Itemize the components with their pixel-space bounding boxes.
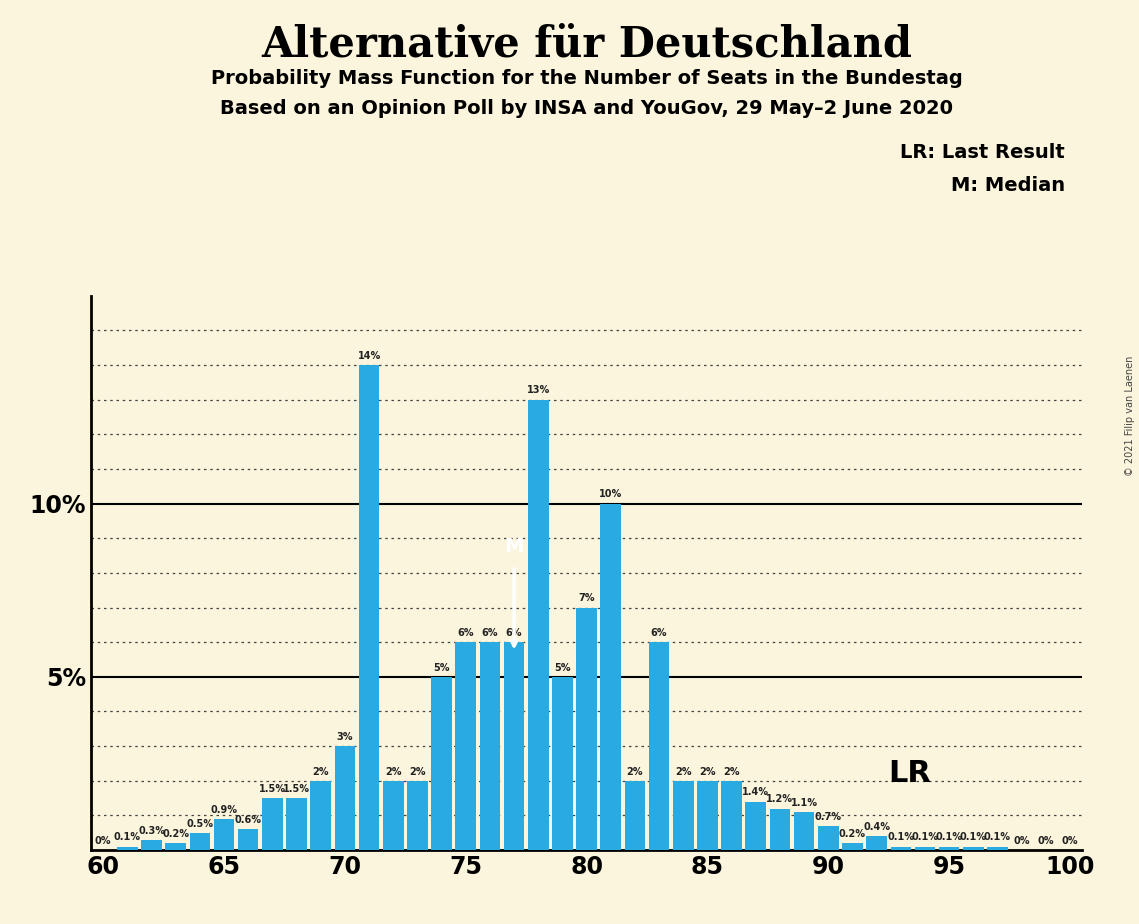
Bar [818,826,838,850]
Text: 0.5%: 0.5% [187,819,213,829]
Text: 0.1%: 0.1% [935,833,962,843]
Bar [480,642,500,850]
Bar [552,676,573,850]
Text: 0.9%: 0.9% [211,805,238,815]
Text: 0%: 0% [1038,836,1054,846]
Text: 0.1%: 0.1% [887,833,915,843]
Text: © 2021 Filip van Laenen: © 2021 Filip van Laenen [1125,356,1134,476]
Text: 6%: 6% [458,628,474,638]
Text: 0%: 0% [1014,836,1030,846]
Text: 2%: 2% [699,767,715,776]
Bar [842,843,862,850]
Bar [673,781,694,850]
Bar [165,843,186,850]
Text: 6%: 6% [482,628,498,638]
Bar [383,781,403,850]
Bar [746,801,767,850]
Bar [770,808,790,850]
Text: Probability Mass Function for the Number of Seats in the Bundestag: Probability Mass Function for the Number… [211,69,962,89]
Text: 10%: 10% [599,490,622,499]
Bar [311,781,331,850]
Text: 0%: 0% [1062,836,1079,846]
Text: 0.1%: 0.1% [911,833,939,843]
Text: 2%: 2% [409,767,426,776]
Text: 6%: 6% [650,628,667,638]
Bar [528,399,549,850]
Text: 1.5%: 1.5% [259,784,286,794]
Bar [117,846,138,850]
Text: 2%: 2% [723,767,740,776]
Text: 14%: 14% [358,351,380,361]
Bar [286,798,306,850]
Bar [988,846,1008,850]
Bar [189,833,211,850]
Bar [600,504,621,850]
Text: 1.2%: 1.2% [767,795,794,804]
Bar [262,798,282,850]
Text: 7%: 7% [579,593,595,603]
Text: 5%: 5% [433,663,450,673]
Bar [891,846,911,850]
Text: 0.4%: 0.4% [863,822,890,832]
Bar [141,840,162,850]
Bar [867,836,887,850]
Text: 6%: 6% [506,628,523,638]
Text: LR: LR [888,760,932,788]
Bar [503,642,524,850]
Text: Based on an Opinion Poll by INSA and YouGov, 29 May–2 June 2020: Based on an Opinion Poll by INSA and You… [220,99,953,118]
Text: 0.2%: 0.2% [162,829,189,839]
Bar [697,781,718,850]
Text: 2%: 2% [675,767,691,776]
Text: 5%: 5% [555,663,571,673]
Text: 1.5%: 1.5% [284,784,310,794]
Bar [238,830,259,850]
Bar [939,846,959,850]
Text: 2%: 2% [385,767,401,776]
Text: 0.2%: 0.2% [839,829,866,839]
Bar [214,819,235,850]
Text: 0.6%: 0.6% [235,815,262,825]
Text: 0.1%: 0.1% [984,833,1011,843]
Text: LR: Last Result: LR: Last Result [900,143,1065,163]
Text: M: M [505,537,524,555]
Text: M: Median: M: Median [951,176,1065,195]
Text: 3%: 3% [337,732,353,742]
Text: 0.3%: 0.3% [138,825,165,835]
Text: 1.1%: 1.1% [790,797,818,808]
Text: 2%: 2% [312,767,329,776]
Bar [624,781,645,850]
Bar [576,608,597,850]
Bar [359,365,379,850]
Text: Alternative für Deutschland: Alternative für Deutschland [261,23,912,65]
Text: 0.1%: 0.1% [960,833,986,843]
Bar [962,846,984,850]
Text: 0.7%: 0.7% [814,811,842,821]
Text: 13%: 13% [526,385,550,395]
Bar [649,642,670,850]
Bar [432,676,452,850]
Text: 0.1%: 0.1% [114,833,141,843]
Bar [915,846,935,850]
Bar [407,781,427,850]
Text: 2%: 2% [626,767,644,776]
Text: 1.4%: 1.4% [743,787,769,797]
Text: 0%: 0% [95,836,112,846]
Bar [335,747,355,850]
Bar [721,781,741,850]
Bar [456,642,476,850]
Bar [794,812,814,850]
